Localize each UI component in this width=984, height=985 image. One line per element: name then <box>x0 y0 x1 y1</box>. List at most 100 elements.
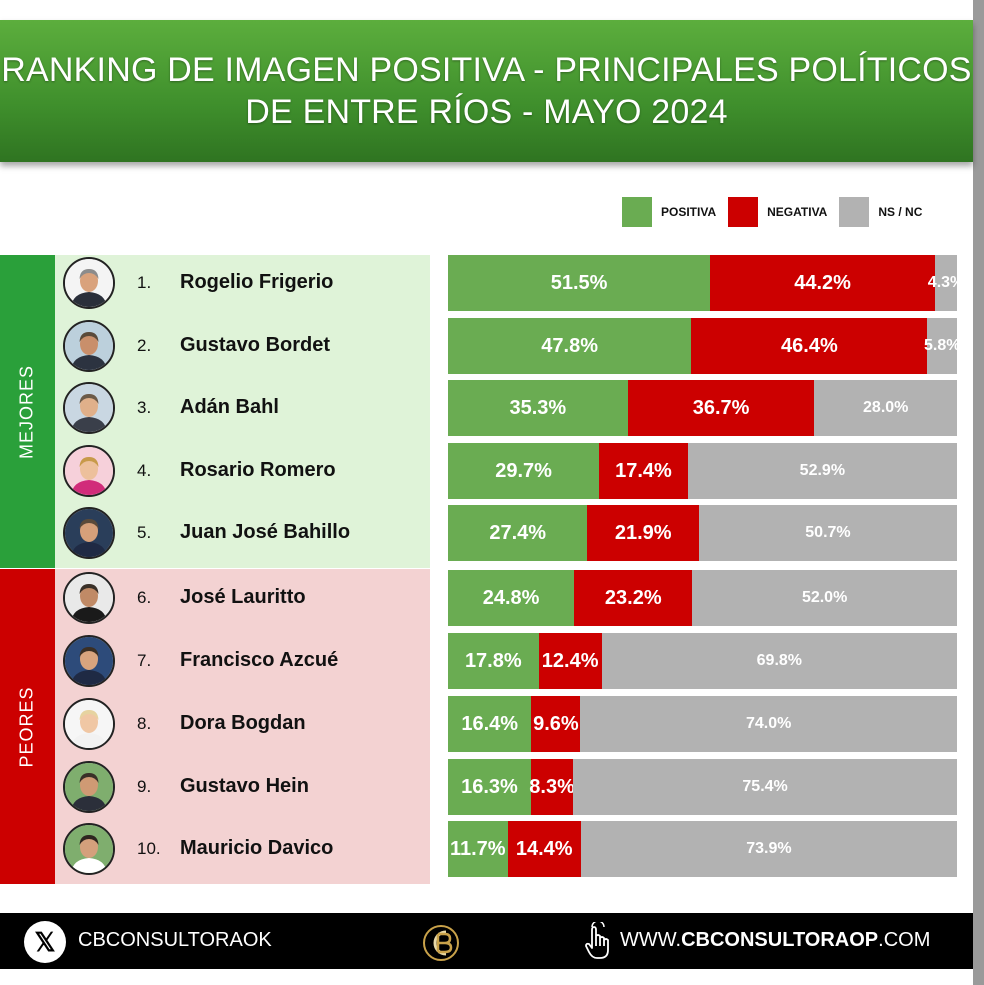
bar-segment-negativa: 23.2% <box>574 570 693 626</box>
bar-segment-negativa: 21.9% <box>587 505 699 561</box>
politician-name: Mauricio Davico <box>180 837 334 859</box>
legend: POSITIVA NEGATIVA NS / NC <box>622 196 934 228</box>
rank-number: 9. <box>137 777 152 796</box>
footer: 𝕏 CBCONSULTORAOK WWW.CBCONSULTORAOP.COM <box>0 913 973 969</box>
data-label-negativa: 44.2% <box>794 271 851 294</box>
politician-name: Gustavo Bordet <box>180 334 331 356</box>
title-line-1: RANKING DE IMAGEN POSITIVA - PRINCIPALES… <box>1 51 972 89</box>
data-label-negativa: 14.4% <box>515 837 573 860</box>
data-label-nsnc: 75.4% <box>742 778 788 795</box>
politician-name: Francisco Azcué <box>180 649 339 671</box>
data-label-positiva: 11.7% <box>449 837 506 860</box>
bar-segment-negativa: 36.7% <box>627 380 815 436</box>
group-bar-mejores: MEJORES <box>0 255 55 568</box>
group-background-mejores <box>55 255 430 568</box>
rank-number: 5. <box>137 523 152 542</box>
bar-segment-negativa: 9.6% <box>531 696 581 752</box>
bar-segment-positiva: 24.8% <box>448 570 575 626</box>
ranking-row: 5. Juan José Bahillo 27.4% 21.9% 50.7% <box>0 505 973 561</box>
ranking-row: 7. Francisco Azcué 17.8% 12.4% 69.8% <box>0 633 973 689</box>
website-link[interactable]: WWW.CBCONSULTORAOP.COM <box>620 929 930 952</box>
legend-swatch-nsnc <box>839 197 870 227</box>
portrait-avatar <box>63 507 115 559</box>
data-label-positiva: 17.8% <box>464 649 522 672</box>
website-prefix: WWW. <box>620 929 682 951</box>
ranking-row: 10. Mauricio Davico 11.7% 14.4% 73.9% <box>0 821 973 877</box>
cb-logo-icon <box>423 925 459 961</box>
website-suffix: .COM <box>878 929 931 951</box>
bar-segment-negativa: 46.4% <box>691 318 928 374</box>
politician-name: Juan José Bahillo <box>180 521 351 543</box>
group-background-peores <box>55 569 430 884</box>
data-label-positiva: 29.7% <box>495 459 552 482</box>
portrait-avatar <box>63 572 115 624</box>
legend-item-positiva: POSITIVA <box>622 197 716 227</box>
title-banner: RANKING DE IMAGEN POSITIVA - PRINCIPALES… <box>0 20 973 162</box>
bar-segment-positiva: 27.4% <box>448 505 588 561</box>
stacked-bar: 51.5% 44.2% 4.3% <box>448 255 957 311</box>
ranking-row: 1. Rogelio Frigerio 51.5% 44.2% 4.3% <box>0 255 973 311</box>
data-label-positiva: 51.5% <box>550 271 608 294</box>
bar-segment-positiva: 17.8% <box>448 633 539 689</box>
bar-segment-negativa: 44.2% <box>710 255 936 311</box>
data-label-nsnc: 50.7% <box>805 524 851 541</box>
data-label-positiva: 24.8% <box>482 586 540 609</box>
bar-segment-positiva: 47.8% <box>448 318 692 374</box>
bar-segment-nsnc: 28.0% <box>814 380 957 436</box>
bar-segment-positiva: 16.3% <box>448 759 531 815</box>
bar-segment-negativa: 8.3% <box>529 759 575 815</box>
bar-segment-nsnc: 5.8% <box>924 318 957 374</box>
politician-name: Rogelio Frigerio <box>180 271 334 293</box>
portrait-avatar <box>63 257 115 309</box>
stacked-bar: 16.4% 9.6% 74.0% <box>448 696 957 752</box>
bar-segment-nsnc: 73.9% <box>580 821 957 877</box>
rank-number: 4. <box>137 461 152 480</box>
ranking-row: 6. José Lauritto 24.8% 23.2% 52.0% <box>0 570 973 626</box>
stacked-bar: 47.8% 46.4% 5.8% <box>448 318 957 374</box>
data-label-negativa: 23.2% <box>604 586 662 609</box>
bar-segment-nsnc: 50.7% <box>698 505 957 561</box>
legend-item-negativa: NEGATIVA <box>728 197 827 227</box>
rank-number: 6. <box>137 588 152 607</box>
portrait-avatar <box>63 761 115 813</box>
data-label-nsnc: 52.0% <box>801 589 848 606</box>
data-label-negativa: 12.4% <box>541 649 599 672</box>
portrait-avatar <box>63 320 115 372</box>
legend-swatch-negativa <box>728 197 759 227</box>
group-bar-peores: PEORES <box>0 569 55 884</box>
stacked-bar: 35.3% 36.7% 28.0% <box>448 380 957 436</box>
portrait-avatar <box>63 445 115 497</box>
data-label-nsnc: 74.0% <box>745 715 792 732</box>
data-label-positiva: 16.4% <box>461 712 519 735</box>
right-edge-strip <box>973 0 984 985</box>
bar-segment-nsnc: 52.0% <box>692 570 957 626</box>
bar-segment-positiva: 51.5% <box>448 255 711 311</box>
rank-number: 8. <box>137 714 152 733</box>
bar-segment-negativa: 14.4% <box>507 821 581 877</box>
politician-name: Rosario Romero <box>180 459 336 481</box>
bar-segment-positiva: 16.4% <box>448 696 532 752</box>
stacked-bar: 16.3% 8.3% 75.4% <box>448 759 957 815</box>
data-label-positiva: 27.4% <box>489 521 547 544</box>
bar-segment-negativa: 12.4% <box>538 633 602 689</box>
pointer-hand-icon <box>585 922 609 959</box>
portrait-avatar <box>63 698 115 750</box>
stacked-bar: 11.7% 14.4% 73.9% <box>448 821 957 877</box>
ranking-row: 4. Rosario Romero 29.7% 17.4% 52.9% <box>0 443 973 499</box>
data-label-positiva: 47.8% <box>541 334 598 357</box>
data-label-nsnc: 5.8% <box>924 337 957 354</box>
data-label-nsnc: 69.8% <box>756 652 803 669</box>
ranking-row: 2. Gustavo Bordet 47.8% 46.4% 5.8% <box>0 318 973 374</box>
rank-number: 7. <box>137 651 152 670</box>
data-label-nsnc: 28.0% <box>863 399 909 416</box>
data-label-negativa: 17.4% <box>615 459 672 482</box>
stacked-bar: 17.8% 12.4% 69.8% <box>448 633 957 689</box>
portrait-avatar <box>63 382 115 434</box>
rank-number: 10. <box>137 839 161 858</box>
data-label-positiva: 16.3% <box>461 775 518 798</box>
data-label-positiva: 35.3% <box>509 396 567 419</box>
bar-segment-nsnc: 69.8% <box>601 633 957 689</box>
rank-number: 1. <box>137 273 152 292</box>
portrait-avatar <box>63 635 115 687</box>
data-label-nsnc: 4.3% <box>927 274 957 291</box>
